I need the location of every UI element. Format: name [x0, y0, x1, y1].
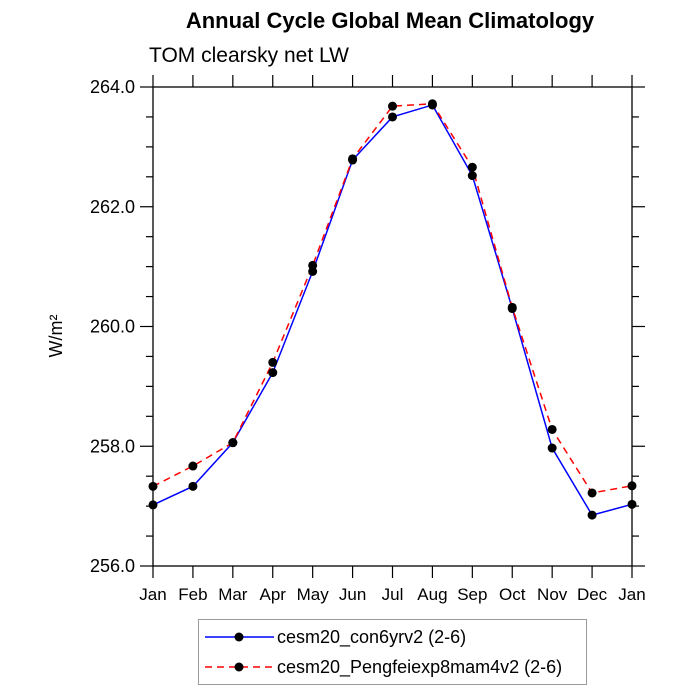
data-point-marker — [308, 260, 318, 270]
axis-box — [152, 86, 633, 567]
chart-legend: cesm20_con6yrv2 (2-6) cesm20_Pengfeiexp8… — [198, 619, 587, 685]
data-point-marker — [148, 481, 158, 491]
legend-line-marker-sample — [205, 662, 274, 672]
x-axis-tick-label: Jul — [382, 585, 404, 604]
data-point-marker — [188, 461, 198, 471]
legend-line-marker-sample — [205, 632, 274, 642]
y-axis-tick-label: 262.0 — [90, 197, 135, 217]
data-point-marker — [228, 438, 238, 448]
data-point-marker — [507, 302, 517, 312]
x-axis-tick-label: Oct — [499, 585, 526, 604]
y-axis-tick-label: 256.0 — [90, 556, 135, 576]
data-point-marker — [467, 162, 477, 172]
data-point-marker — [188, 481, 198, 491]
x-axis-tick-label: Feb — [178, 585, 207, 604]
y-axis-tick-label: 258.0 — [90, 436, 135, 456]
x-axis-tick-label: Jan — [618, 585, 645, 604]
data-point-marker — [547, 424, 557, 434]
x-axis-tick-label: Sep — [457, 585, 487, 604]
data-point-marker — [587, 510, 597, 520]
data-point-marker — [547, 443, 557, 453]
data-point-marker — [348, 154, 358, 164]
y-axis-tick-label: 260.0 — [90, 317, 135, 337]
legend-item: cesm20_Pengfeiexp8mam4v2 (2-6) — [203, 653, 586, 681]
data-point-marker — [427, 99, 437, 109]
x-axis-tick-label: Jan — [139, 585, 166, 604]
chart-subtitle: TOM clearsky net LW — [149, 44, 349, 67]
series-line — [152, 104, 633, 516]
data-point-marker — [388, 101, 397, 111]
y-axis-tick-label: 264.0 — [90, 77, 135, 97]
series-line — [152, 102, 633, 494]
x-axis-tick-label: Nov — [537, 585, 568, 604]
x-axis-tick-label: Dec — [577, 585, 608, 604]
data-point-marker — [388, 112, 397, 122]
x-axis-tick-label: Apr — [260, 585, 287, 604]
data-point-marker — [268, 368, 278, 378]
legend-label: cesm20_Pengfeiexp8mam4v2 (2-6) — [277, 656, 563, 677]
data-point-marker — [587, 488, 597, 498]
data-point-marker — [268, 357, 278, 367]
data-point-marker — [627, 499, 637, 509]
x-axis-tick-label: Aug — [417, 585, 447, 604]
legend-item: cesm20_con6yrv2 (2-6) — [203, 623, 586, 651]
chart-title: Annual Cycle Global Mean Climatology — [185, 8, 595, 33]
x-axis-tick-label: Mar — [218, 585, 248, 604]
x-axis-tick-label: Jun — [339, 585, 366, 604]
y-axis-label: W/m² — [46, 315, 66, 358]
legend-label: cesm20_con6yrv2 (2-6) — [277, 626, 467, 647]
x-axis-tick-label: May — [297, 585, 330, 604]
data-point-marker — [467, 171, 477, 181]
data-point-marker — [627, 481, 637, 491]
data-point-marker — [148, 500, 158, 510]
